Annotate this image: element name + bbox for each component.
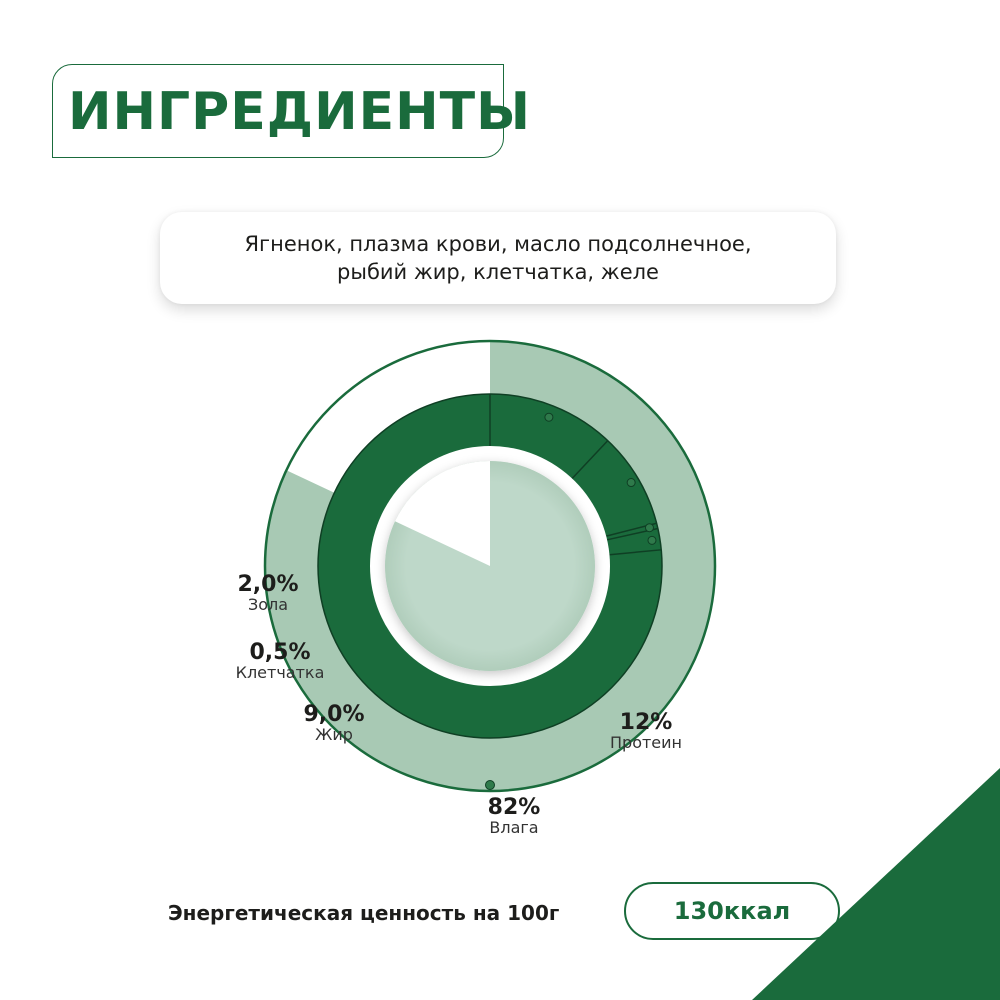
ash-name: Зола [247, 595, 289, 614]
moisture-name: Влага [489, 818, 539, 837]
protein-name: Протеин [610, 733, 682, 752]
ingredients-line-2: рыбий жир, клетчатка, желе [337, 260, 659, 284]
page-title: ИНГРЕДИЕНТЫ [68, 82, 532, 142]
fiber-value: 0,5% [249, 640, 311, 665]
energy-label: Энергетическая ценность на 100г [168, 901, 560, 925]
fat-marker [626, 478, 636, 488]
label-markers [485, 412, 657, 790]
inner-ring-divider-4 [609, 549, 662, 556]
ash-value: 2,0% [237, 572, 299, 597]
protein-marker [544, 412, 554, 422]
fat-value: 9,0% [303, 702, 365, 727]
energy-value: 130ккал [673, 897, 791, 925]
moisture-marker [485, 780, 495, 790]
ingredients-card: Ягненок, плазма крови, масло подсолнечно… [160, 212, 836, 304]
ingredients-line-1: Ягненок, плазма крови, масло подсолнечно… [244, 232, 752, 256]
energy-pill: 130ккал [624, 882, 840, 940]
ash-marker [647, 535, 657, 545]
label-fiber: 0,5% Клетчатка [228, 640, 332, 682]
label-fat: 9,0% Жир [296, 702, 372, 744]
protein-value: 12% [619, 710, 673, 735]
fiber-name: Клетчатка [235, 663, 325, 682]
label-ash: 2,0% Зола [228, 572, 308, 614]
title-frame [52, 64, 504, 158]
outer-ring-border [263, 339, 717, 793]
label-moisture: 82% Влага [472, 795, 556, 837]
center-white-wedge [394, 461, 490, 566]
fiber-marker [644, 523, 654, 533]
label-protein: 12% Протеин [594, 710, 698, 752]
inner-ring-divider-1 [571, 440, 609, 480]
fat-name: Жир [315, 725, 353, 744]
moisture-value: 82% [487, 795, 541, 820]
